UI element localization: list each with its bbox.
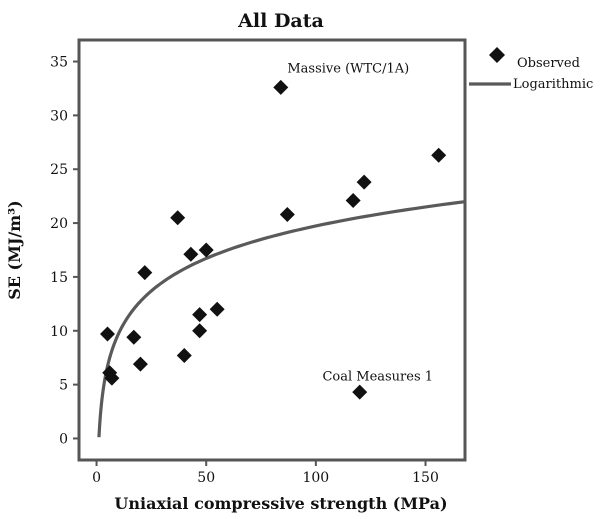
x-axis-label: Uniaxial compressive strength (MPa) <box>114 494 447 513</box>
observed-point <box>192 323 208 339</box>
y-axis-label: SE (MJ/m³) <box>5 200 24 300</box>
y-tick-label: 25 <box>50 162 68 178</box>
y-tick-label: 10 <box>50 324 68 340</box>
legend: Observed Logarithmic <box>469 47 593 92</box>
y-tick-label: 35 <box>50 55 68 71</box>
axis-ticks: 0 50 100 150 0 5 10 15 20 25 30 35 <box>50 55 439 486</box>
legend-entry-logarithmic: Logarithmic <box>513 77 593 92</box>
observed-point <box>100 326 116 342</box>
observed-point <box>198 242 214 258</box>
legend-entry-observed: Observed <box>517 56 580 71</box>
legend-diamond-marker <box>489 47 505 63</box>
observed-point <box>192 307 208 323</box>
observed-point <box>183 246 199 262</box>
plot-area: 0 50 100 150 0 5 10 15 20 25 30 35 Massive (WTC/1A)… <box>50 38 467 486</box>
observed-point <box>352 384 368 400</box>
y-tick-label: 15 <box>50 270 68 286</box>
x-tick-label: 150 <box>412 470 439 486</box>
observed-point <box>176 348 192 364</box>
y-tick-label: 0 <box>59 431 68 447</box>
observed-point <box>279 206 295 222</box>
y-tick-label: 5 <box>59 378 68 394</box>
observed-point <box>126 329 142 345</box>
x-tick-label: 100 <box>302 470 329 486</box>
observed-point <box>170 210 186 226</box>
x-tick-label: 50 <box>197 470 215 486</box>
annotation-massive: Massive (WTC/1A) <box>287 61 409 76</box>
logarithmic-fit-line <box>97 200 466 438</box>
observed-point <box>132 356 148 372</box>
observed-point <box>273 79 289 95</box>
plot-frame <box>77 38 467 462</box>
observed-point <box>431 147 447 163</box>
observed-points <box>100 79 447 400</box>
observed-point <box>209 301 225 317</box>
observed-point <box>356 174 372 190</box>
y-tick-label: 20 <box>50 216 68 232</box>
y-tick-label: 30 <box>50 108 68 124</box>
observed-point <box>104 370 120 386</box>
x-tick-label: 0 <box>92 470 101 486</box>
observed-point <box>137 265 153 281</box>
observed-point <box>345 192 361 208</box>
chart-title: All Data <box>237 10 324 32</box>
annotation-coal-measures: Coal Measures 1 <box>322 369 433 384</box>
